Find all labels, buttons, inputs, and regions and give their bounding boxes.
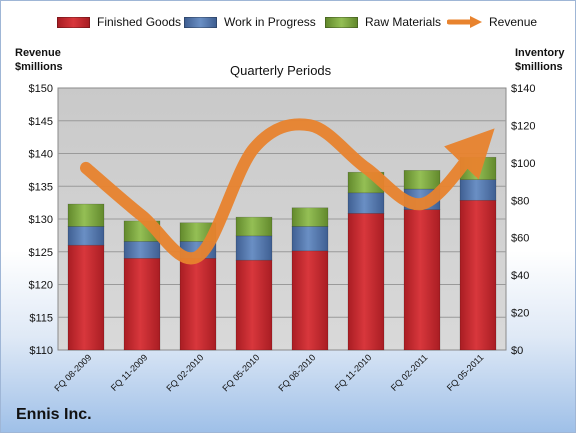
left-tick-label: $130 — [29, 214, 53, 226]
left-tick-label: $150 — [29, 83, 53, 95]
raw-materials-bar — [403, 170, 441, 190]
revenue-arrow-icon — [447, 16, 482, 28]
right-tick-label: $120 — [511, 120, 535, 132]
right-tick-label: $60 — [511, 233, 529, 245]
right-tick-label: $40 — [511, 270, 529, 282]
x-tick-label: FQ 02-2011 — [389, 352, 430, 393]
right-axis-title: Inventory $millions — [515, 47, 565, 73]
finished-goods-bar — [347, 213, 385, 351]
legend-item-raw-materials: Raw Materials — [325, 15, 441, 29]
work-in-progress-bar — [235, 235, 273, 261]
finished-goods-bar — [179, 257, 217, 351]
x-tick-label: FQ 08-2010 — [276, 352, 317, 393]
legend-item-work-in-progress: Work in Progress — [184, 15, 316, 29]
x-tick-label: FQ 11-2010 — [333, 352, 374, 393]
finished-goods-bar — [235, 259, 273, 351]
right-tick-label: $100 — [511, 158, 535, 170]
finished-goods-bar — [403, 209, 441, 351]
finished-goods-bar — [459, 199, 497, 351]
left-tick-label: $145 — [29, 116, 53, 128]
legend-item-finished-goods: Finished Goods — [57, 15, 181, 29]
work-in-progress-swatch — [184, 16, 217, 28]
x-tick-label: FQ 11-2009 — [109, 352, 150, 393]
x-tick-label: FQ 05-2011 — [445, 352, 486, 393]
work-in-progress-bar — [123, 241, 161, 259]
work-in-progress-bar — [347, 192, 385, 214]
left-tick-label: $125 — [29, 247, 53, 259]
work-in-progress-bar — [67, 226, 105, 246]
finished-goods-bar — [123, 257, 161, 351]
x-tick-label: FQ 05-2010 — [220, 352, 261, 393]
finished-goods-swatch — [57, 16, 90, 28]
left-tick-label: $115 — [29, 312, 53, 324]
x-tick-label: FQ 02-2010 — [164, 352, 205, 393]
raw-materials-bar — [291, 207, 329, 227]
right-tick-label: $0 — [511, 345, 523, 357]
legend-label: Raw Materials — [365, 15, 442, 29]
legend-label: Revenue — [489, 15, 538, 29]
finished-goods-bar — [291, 250, 329, 351]
raw-materials-bar — [67, 203, 105, 227]
right-tick-label: $80 — [511, 195, 529, 207]
chart-title: Quarterly Periods — [230, 63, 332, 78]
raw-materials-bar — [235, 216, 273, 237]
right-tick-label: $140 — [511, 83, 535, 95]
work-in-progress-bar — [291, 226, 329, 252]
x-tick-label: FQ 08-2009 — [52, 352, 93, 393]
left-tick-label: $120 — [29, 280, 53, 292]
legend: Finished Goods Work in Progress Raw Mate… — [1, 15, 575, 35]
left-tick-label: $140 — [29, 149, 53, 161]
right-tick-label: $20 — [511, 308, 529, 320]
legend-label: Work in Progress — [224, 15, 316, 29]
left-tick-label: $110 — [29, 345, 53, 357]
finished-goods-bar — [67, 244, 105, 351]
legend-item-revenue: Revenue — [447, 15, 537, 29]
work-in-progress-bar — [459, 179, 497, 201]
company-name: Ennis Inc. — [16, 406, 92, 423]
legend-label: Finished Goods — [97, 15, 182, 29]
raw-materials-swatch — [325, 16, 358, 28]
revenue-line — [80, 118, 495, 265]
left-tick-label: $135 — [29, 181, 53, 193]
left-axis-title: Revenue $millions — [15, 47, 63, 73]
